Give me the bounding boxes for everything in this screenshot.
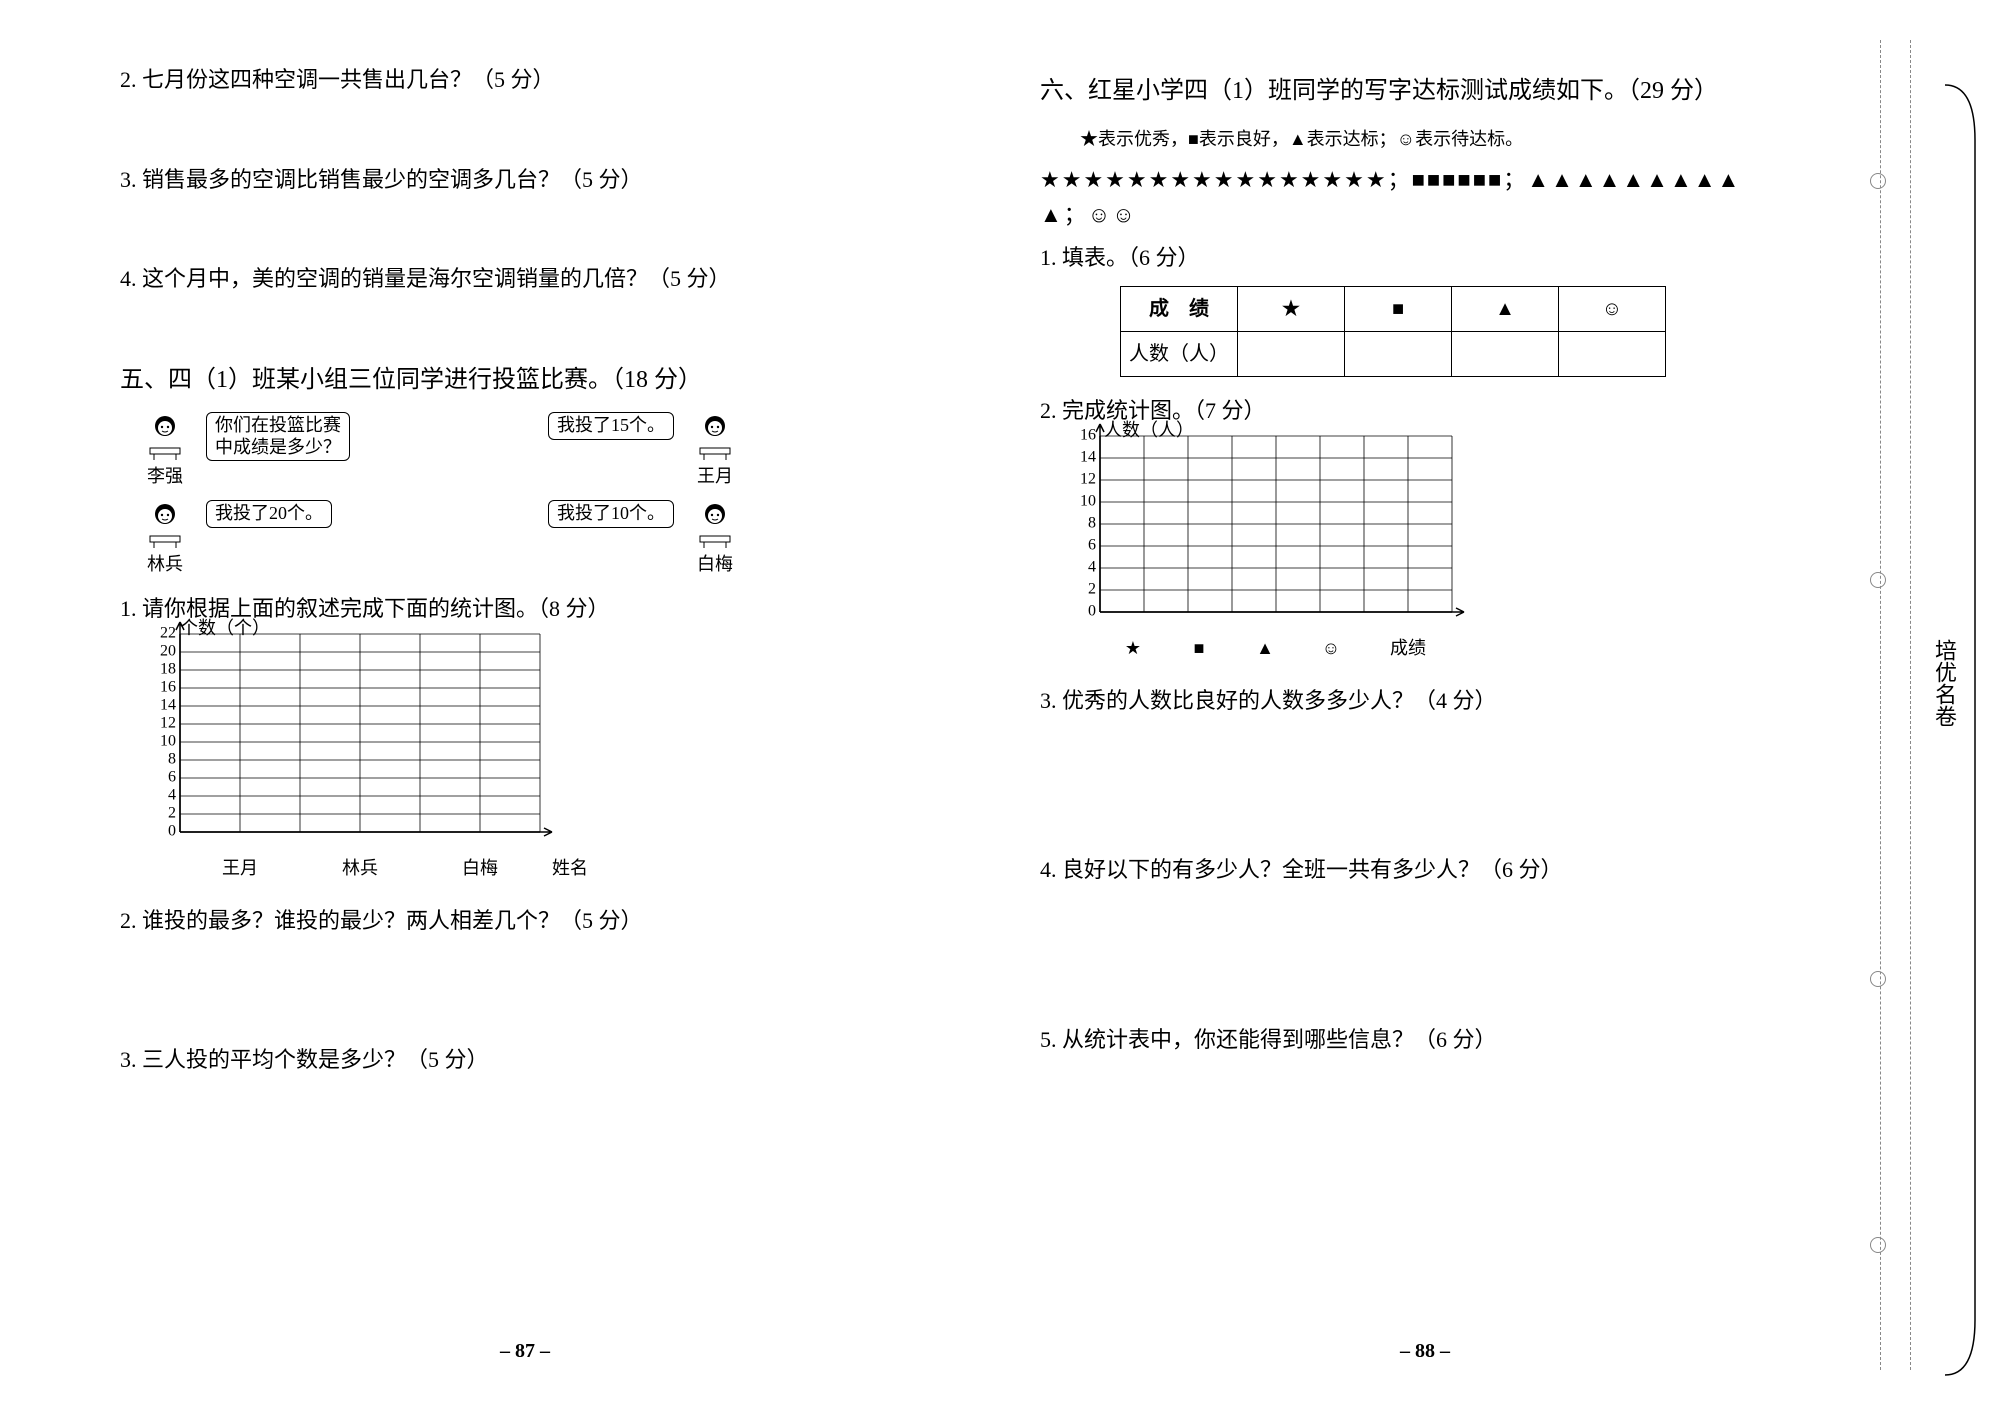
td-blank — [1452, 331, 1559, 376]
th-square: ■ — [1345, 286, 1452, 331]
desk-icon — [698, 534, 732, 548]
child-head-icon — [148, 412, 182, 446]
binding-margin: 培优名卷 — [1870, 40, 1950, 1370]
kid-baimei: 白梅 我投了10个。 — [548, 500, 750, 580]
s6-q3: 3. 优秀的人数比良好的人数多多少人？（4 分） — [1040, 681, 1860, 721]
s5-q2: 2. 谁投的最多？谁投的最少？两人相差几个？（5 分） — [120, 901, 980, 941]
td-count-label: 人数（人） — [1121, 331, 1238, 376]
kid-name-linbing: 林兵 — [130, 548, 200, 580]
y-tick: 0 — [1088, 598, 1100, 627]
chart-writing: 人数（人） 1614121086420★■▲☺成绩 — [1100, 436, 1860, 664]
page-num-left: – 87 – — [500, 1340, 550, 1363]
dialogue-block: 李强 你们在投篮比赛 中成绩是多少？ 王月 我投了15个。 林兵 — [130, 412, 750, 581]
x-category: 姓名 — [540, 852, 600, 884]
th-smile: ☺ — [1559, 286, 1666, 331]
s6-q5: 5. 从统计表中，你还能得到哪些信息？（6 分） — [1040, 1020, 1860, 1060]
legend: ★表示优秀，■表示良好，▲表示达标；☺表示待达标。 — [1080, 123, 1860, 155]
x-category: 成绩 — [1364, 632, 1452, 664]
section-6-title: 六、红星小学四（1）班同学的写字达标测试成绩如下。（29 分） — [1040, 70, 1860, 113]
desk-icon — [148, 534, 182, 548]
td-blank — [1559, 331, 1666, 376]
question-4: 4. 这个月中，美的空调的销量是海尔空调销量的几倍？（5 分） — [120, 259, 980, 299]
desk-icon — [698, 446, 732, 460]
td-blank — [1238, 331, 1345, 376]
symbol-row-2: ▲；☺☺ — [1040, 197, 1860, 232]
x-category: ★ — [1100, 632, 1166, 664]
speech-baimei: 我投了10个。 — [548, 500, 674, 528]
page-curl-icon — [1940, 80, 1980, 1380]
section-5-title: 五、四（1）班某小组三位同学进行投篮比赛。（18 分） — [120, 359, 980, 402]
kid-linbing: 林兵 我投了20个。 — [130, 500, 332, 580]
kid-name-liqiang: 李强 — [130, 460, 200, 492]
symbol-row-1: ★★★★★★★★★★★★★★★★；■■■■■■；▲▲▲▲▲▲▲▲▲ — [1040, 162, 1860, 197]
x-category: ☺ — [1298, 632, 1364, 664]
th-triangle: ▲ — [1452, 286, 1559, 331]
speech-wangyue: 我投了15个。 — [548, 412, 674, 440]
page-right: 六、红星小学四（1）班同学的写字达标测试成绩如下。（29 分） ★表示优秀，■表… — [1040, 60, 1860, 1059]
y-tick: 0 — [168, 818, 180, 847]
x-category: 林兵 — [300, 852, 420, 884]
x-category: 王月 — [180, 852, 300, 884]
s6-q1: 1. 填表。（6 分） — [1040, 238, 1860, 278]
kid-wangyue: 王月 我投了15个。 — [548, 412, 750, 492]
s5-q3: 3. 三人投的平均个数是多少？（5 分） — [120, 1040, 980, 1080]
score-table: 成 绩 ★ ■ ▲ ☺ 人数（人） — [1120, 286, 1666, 377]
child-head-icon — [698, 500, 732, 534]
page-num-right: – 88 – — [1400, 1340, 1450, 1363]
x-category: 白梅 — [420, 852, 540, 884]
s6-q4: 4. 良好以下的有多少人？全班一共有多少人？（6 分） — [1040, 850, 1860, 890]
child-head-icon — [148, 500, 182, 534]
th-star: ★ — [1238, 286, 1345, 331]
kid-name-baimei: 白梅 — [680, 548, 750, 580]
desk-icon — [148, 446, 182, 460]
x-category: ▲ — [1232, 632, 1298, 664]
chart-basketball: 个数（个） 2220181614121086420王月林兵白梅姓名 — [180, 634, 980, 884]
speech-linbing: 我投了20个。 — [206, 500, 332, 528]
x-category: ■ — [1166, 632, 1232, 664]
td-blank — [1345, 331, 1452, 376]
page-left: 2. 七月份这四种空调一共售出几台？（5 分） 3. 销售最多的空调比销售最少的… — [120, 60, 980, 1080]
question-2: 2. 七月份这四种空调一共售出几台？（5 分） — [120, 60, 980, 100]
question-3: 3. 销售最多的空调比销售最少的空调多几台？（5 分） — [120, 160, 980, 200]
child-head-icon — [698, 412, 732, 446]
kid-liqiang: 李强 你们在投篮比赛 中成绩是多少？ — [130, 412, 350, 492]
speech-liqiang: 你们在投篮比赛 中成绩是多少？ — [206, 412, 350, 461]
kid-name-wangyue: 王月 — [680, 460, 750, 492]
th-score: 成 绩 — [1121, 286, 1238, 331]
